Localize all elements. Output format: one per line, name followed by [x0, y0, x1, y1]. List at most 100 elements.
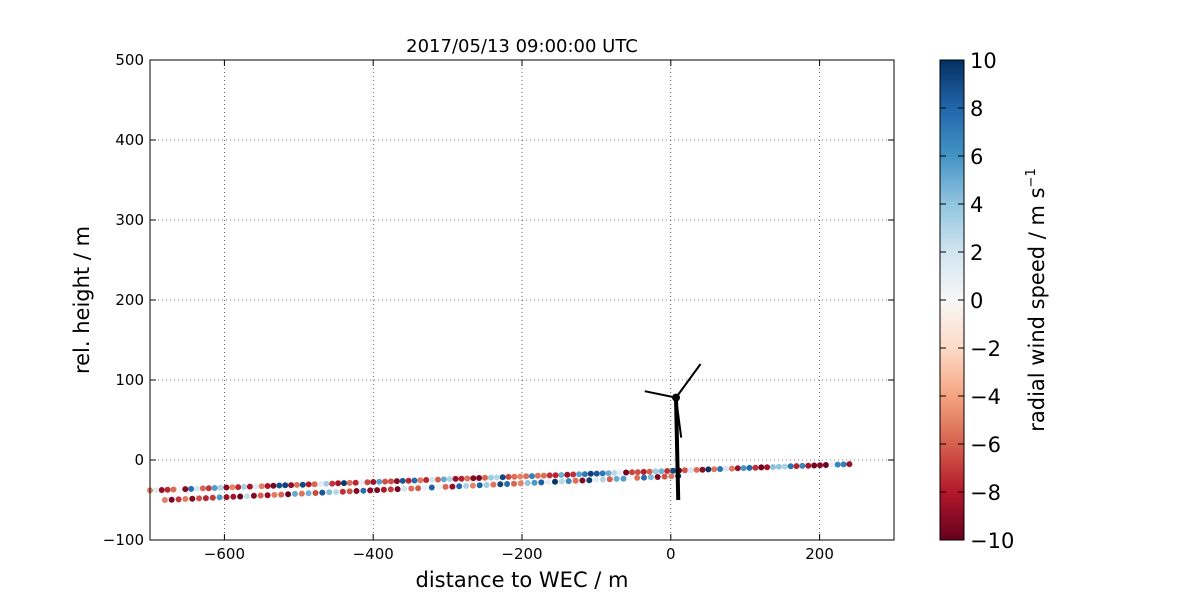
data-point — [323, 480, 330, 487]
data-point — [435, 476, 441, 483]
data-point — [380, 486, 387, 493]
data-point — [394, 486, 401, 493]
data-point — [442, 483, 449, 490]
data-point — [546, 472, 553, 479]
data-point — [223, 484, 230, 491]
data-point — [613, 475, 620, 482]
data-point — [305, 490, 312, 497]
data-point — [161, 497, 168, 503]
x-tick-label: 0 — [666, 545, 676, 563]
data-point — [428, 484, 435, 491]
turbine-blade — [675, 397, 683, 438]
data-point — [599, 470, 606, 477]
data-point — [482, 474, 488, 481]
y-axis: −100 0 100 200 300 400 500 — [103, 51, 894, 549]
data-point — [399, 477, 406, 484]
turbine-hub — [672, 393, 681, 402]
data-point — [817, 462, 823, 469]
data-point — [205, 485, 212, 492]
colorbar-tick-label: 8 — [970, 97, 983, 121]
data-point — [634, 474, 641, 481]
data-point — [164, 486, 171, 493]
data-point — [681, 467, 688, 474]
data-point — [446, 476, 453, 483]
colorbar-ticks: −10 −8 −6 −4 −2 0 2 4 6 8 10 — [940, 49, 1014, 553]
data-point — [699, 466, 706, 473]
data-point — [346, 488, 353, 495]
data-point — [538, 479, 545, 486]
data-point — [834, 461, 841, 468]
data-point — [339, 488, 346, 495]
data-point — [752, 464, 759, 471]
data-point — [740, 465, 747, 472]
data-point — [299, 481, 306, 488]
data-point — [196, 495, 203, 502]
data-point — [517, 473, 524, 480]
colorbar-label: radial wind speed / m s−1 — [1024, 168, 1049, 431]
data-point — [182, 496, 189, 502]
data-point — [376, 478, 383, 485]
data-point — [216, 494, 223, 501]
wind-turbine-icon — [644, 363, 702, 501]
data-point — [387, 486, 394, 493]
data-point — [846, 461, 853, 468]
data-point — [523, 473, 530, 480]
data-point — [517, 480, 524, 487]
data-point — [189, 495, 196, 502]
data-point — [661, 473, 668, 480]
data-point — [620, 475, 627, 482]
data-point — [285, 491, 292, 498]
colorbar-tick-label: −8 — [970, 481, 1001, 505]
colorbar-tick-label: −4 — [970, 385, 1001, 409]
data-point — [278, 491, 285, 498]
data-point — [229, 484, 236, 491]
colorbar-tick-label: −2 — [970, 337, 1001, 361]
data-point — [664, 468, 671, 474]
data-point — [370, 479, 377, 485]
data-point — [341, 480, 347, 487]
data-point — [483, 482, 490, 488]
data-point — [775, 463, 782, 470]
data-point — [393, 478, 400, 485]
data-point — [282, 482, 289, 489]
data-point — [565, 478, 572, 485]
data-point — [199, 485, 206, 492]
data-point — [168, 496, 175, 503]
data-point — [558, 472, 565, 478]
data-point — [717, 466, 724, 472]
data-point — [564, 471, 571, 478]
data-point — [417, 477, 424, 484]
data-point — [257, 492, 264, 499]
data-point — [641, 474, 647, 481]
data-point — [723, 465, 729, 472]
data-point — [606, 476, 613, 483]
data-point — [617, 469, 624, 476]
x-tick-label: 200 — [805, 545, 834, 563]
x-tick-label: −200 — [501, 545, 542, 563]
data-point — [640, 468, 647, 475]
data-point — [531, 479, 538, 486]
data-point — [209, 494, 216, 501]
colorbar-tick-label: 6 — [970, 145, 983, 169]
data-point — [358, 479, 365, 486]
colorbar-tick-label: 4 — [970, 193, 983, 217]
data-point — [415, 485, 422, 492]
colorbar-tick-label: −6 — [970, 433, 1001, 457]
colorbar-tick-label: 2 — [970, 241, 983, 265]
data-point — [217, 484, 224, 491]
data-point — [317, 481, 324, 487]
data-point — [423, 477, 430, 483]
data-point — [746, 464, 753, 471]
data-point — [629, 469, 635, 476]
data-point — [367, 487, 374, 494]
data-point — [490, 481, 497, 488]
data-point — [693, 466, 700, 473]
data-point — [469, 482, 476, 489]
data-point — [202, 495, 209, 502]
data-point — [627, 475, 634, 482]
data-point — [271, 491, 278, 498]
data-point — [329, 480, 336, 487]
data-point — [411, 477, 418, 484]
colorbar-tick-label: 10 — [970, 49, 997, 73]
data-point — [634, 469, 641, 476]
